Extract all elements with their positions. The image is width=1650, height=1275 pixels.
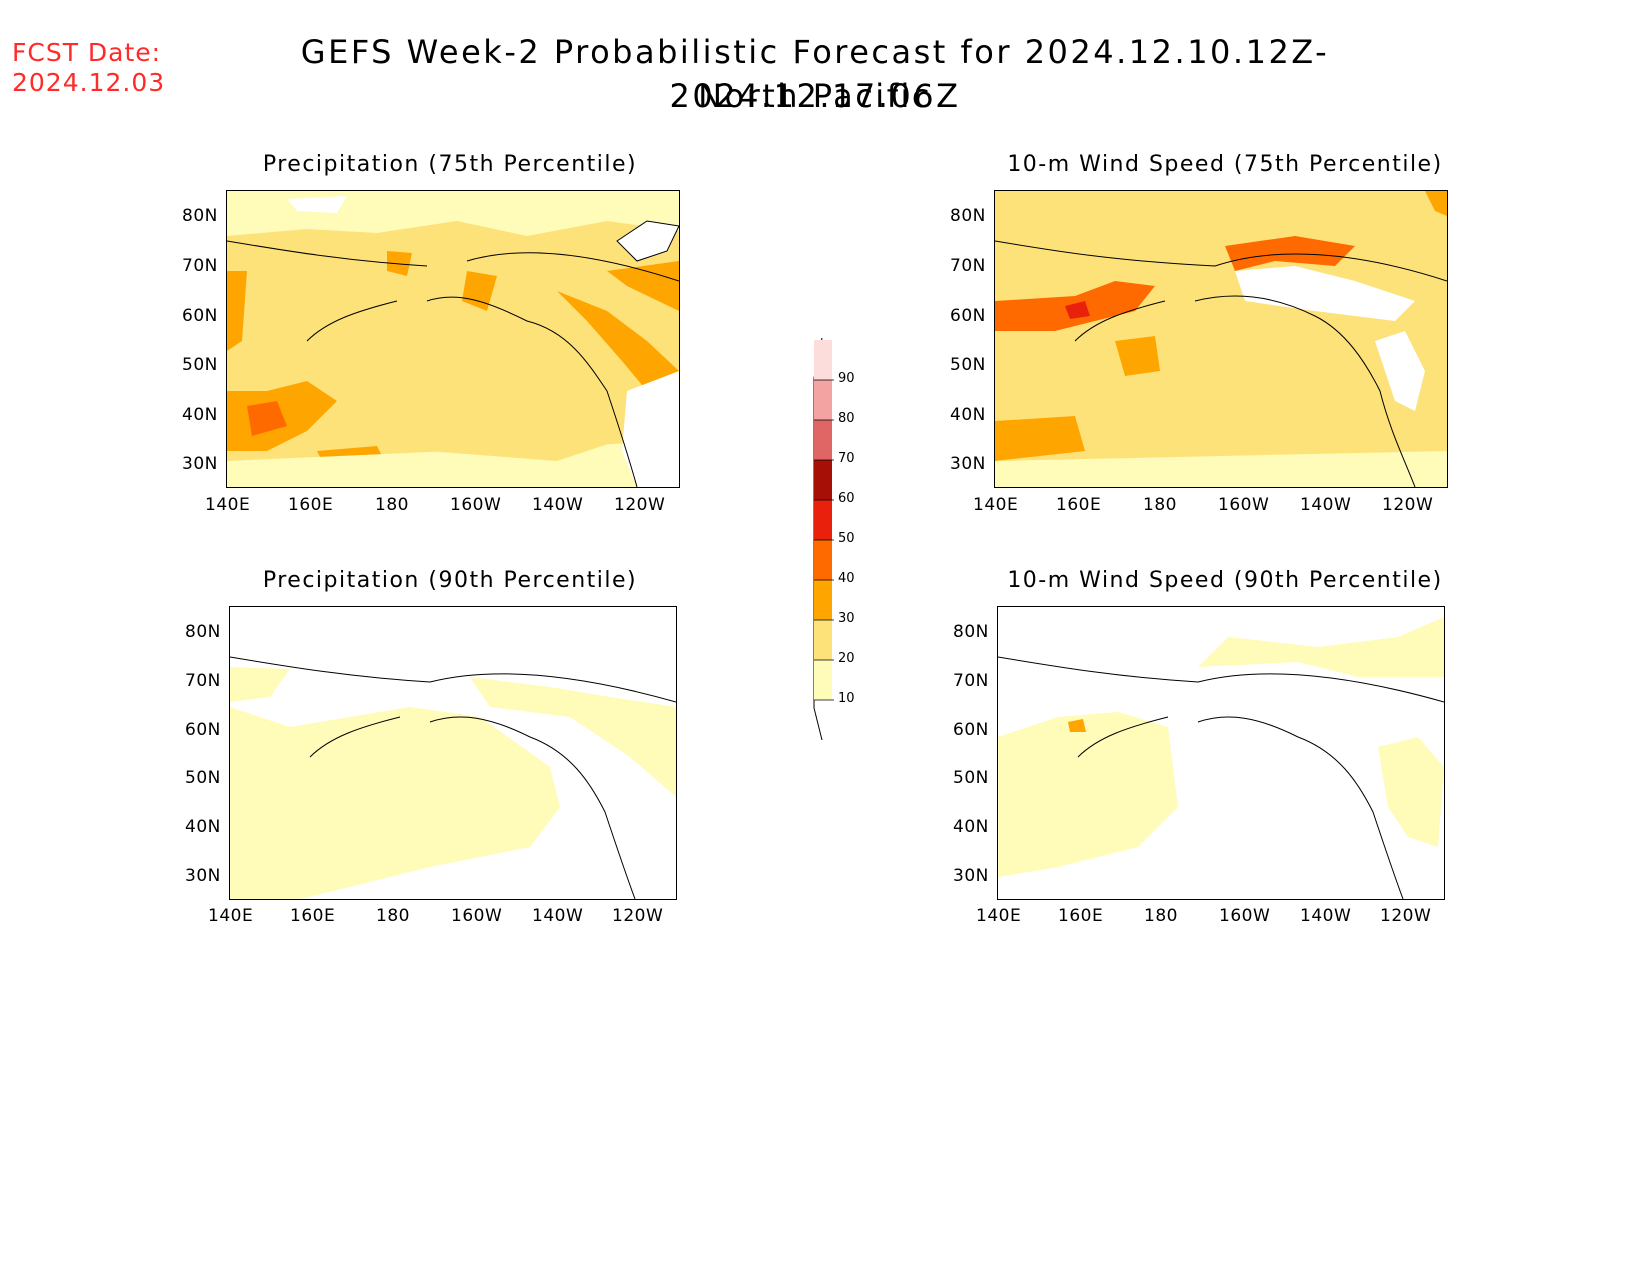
colorbar-swatch bbox=[814, 460, 832, 500]
lat-tick: 70N bbox=[953, 671, 989, 691]
lon-tick: 180 bbox=[375, 495, 409, 515]
lon-tick: 120W bbox=[614, 495, 666, 515]
lat-tick: 40N bbox=[953, 817, 989, 837]
map-precip-75 bbox=[226, 190, 680, 488]
fcst-date-value: 2024.12.03 bbox=[12, 68, 166, 97]
lon-tick: 140W bbox=[1300, 495, 1352, 515]
lat-tick: 50N bbox=[950, 355, 986, 375]
lon-tick: 160W bbox=[450, 495, 502, 515]
colorbar-label: 40 bbox=[838, 571, 855, 586]
lon-tick: 140W bbox=[1300, 906, 1352, 926]
lat-tick: 30N bbox=[185, 866, 221, 886]
map-wind-75 bbox=[994, 190, 1448, 488]
panel-title-wind-75: 10-m Wind Speed (75th Percentile) bbox=[1007, 152, 1443, 177]
colorbar-swatch bbox=[814, 620, 832, 660]
lon-tick: 120W bbox=[612, 906, 664, 926]
colorbar-label: 10 bbox=[838, 691, 855, 706]
lon-tick: 140E bbox=[208, 906, 254, 926]
lat-tick: 50N bbox=[185, 768, 221, 788]
lon-tick: 140W bbox=[532, 906, 584, 926]
panel-title-precip-75: Precipitation (75th Percentile) bbox=[262, 152, 638, 177]
colorbar-label: 60 bbox=[838, 491, 855, 506]
colorbar-swatch bbox=[814, 500, 832, 540]
lon-tick: 180 bbox=[376, 906, 410, 926]
lon-tick: 120W bbox=[1380, 906, 1432, 926]
colorbar-label: 30 bbox=[838, 611, 855, 626]
colorbar-swatch bbox=[814, 540, 832, 580]
lat-tick: 80N bbox=[950, 206, 986, 226]
colorbar-label: 20 bbox=[838, 651, 855, 666]
lat-tick: 70N bbox=[185, 671, 221, 691]
colorbar: 10 20 30 40 50 60 70 80 90 bbox=[812, 337, 872, 741]
lat-tick: 30N bbox=[182, 454, 218, 474]
page-title: GEFS Week-2 Probabilistic Forecast for 2… bbox=[300, 33, 1330, 115]
panel-title-wind-90: 10-m Wind Speed (90th Percentile) bbox=[1007, 568, 1443, 593]
colorbar-swatch bbox=[814, 580, 832, 620]
lat-tick: 50N bbox=[953, 768, 989, 788]
colorbar-swatch bbox=[814, 340, 832, 380]
page-subtitle: North Pacific bbox=[698, 77, 932, 115]
lat-tick: 60N bbox=[953, 720, 989, 740]
colorbar-label: 50 bbox=[838, 531, 855, 546]
lon-tick: 160E bbox=[1058, 906, 1104, 926]
lon-tick: 140W bbox=[532, 495, 584, 515]
lon-tick: 160E bbox=[290, 906, 336, 926]
lon-tick: 160W bbox=[1218, 495, 1270, 515]
forecast-date-label: FCST Date: 2024.12.03 bbox=[12, 38, 165, 98]
lon-tick: 160W bbox=[451, 906, 503, 926]
lat-tick: 60N bbox=[950, 306, 986, 326]
lon-tick: 180 bbox=[1144, 906, 1178, 926]
colorbar-swatch bbox=[814, 380, 832, 420]
lat-tick: 80N bbox=[185, 622, 221, 642]
lon-tick: 120W bbox=[1382, 495, 1434, 515]
lat-tick: 60N bbox=[185, 720, 221, 740]
lon-tick: 140E bbox=[205, 495, 251, 515]
lat-tick: 40N bbox=[182, 405, 218, 425]
lat-tick: 70N bbox=[950, 256, 986, 276]
panel-title-precip-90: Precipitation (90th Percentile) bbox=[262, 568, 638, 593]
lat-tick: 60N bbox=[182, 306, 218, 326]
lon-tick: 140E bbox=[976, 906, 1022, 926]
lat-tick: 30N bbox=[953, 866, 989, 886]
lon-tick: 180 bbox=[1143, 495, 1177, 515]
lon-tick: 160E bbox=[1056, 495, 1102, 515]
lat-tick: 50N bbox=[182, 355, 218, 375]
lat-tick: 80N bbox=[953, 622, 989, 642]
lat-tick: 70N bbox=[182, 256, 218, 276]
lat-tick: 40N bbox=[950, 405, 986, 425]
lat-tick: 80N bbox=[182, 206, 218, 226]
lat-tick: 40N bbox=[185, 817, 221, 837]
map-wind-90 bbox=[997, 606, 1445, 900]
colorbar-swatch bbox=[814, 420, 832, 460]
lat-tick: 30N bbox=[950, 454, 986, 474]
colorbar-label: 90 bbox=[838, 371, 855, 386]
colorbar-swatch bbox=[814, 660, 832, 700]
lon-tick: 140E bbox=[973, 495, 1019, 515]
colorbar-label: 80 bbox=[838, 411, 855, 426]
map-precip-90 bbox=[229, 606, 677, 900]
colorbar-label: 70 bbox=[838, 451, 855, 466]
fcst-date-caption: FCST Date: bbox=[12, 38, 162, 67]
lon-tick: 160W bbox=[1219, 906, 1271, 926]
lon-tick: 160E bbox=[288, 495, 334, 515]
